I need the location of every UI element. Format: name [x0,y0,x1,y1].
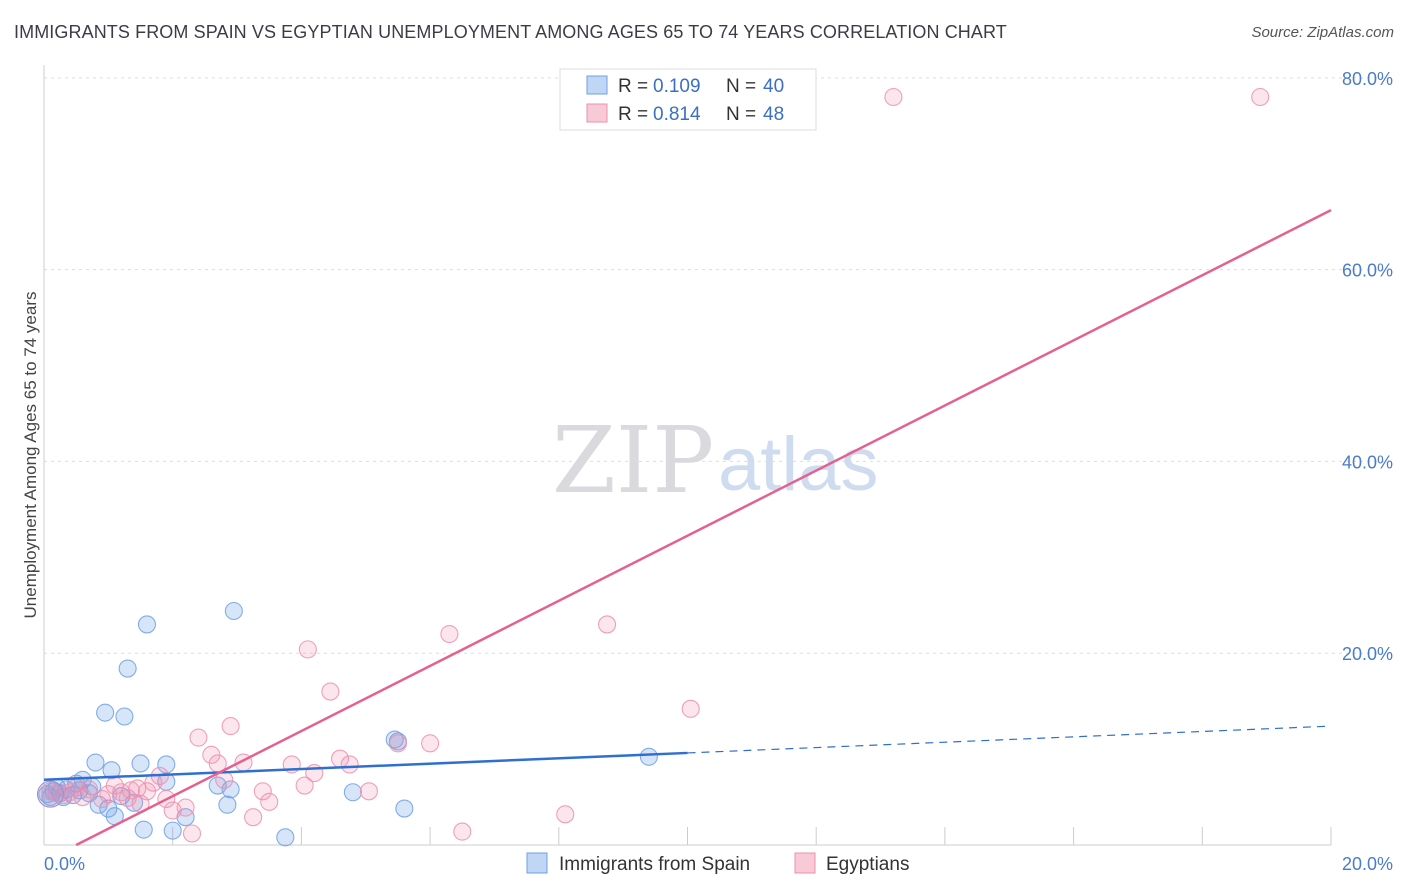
watermark: ZIP atlas [552,407,879,514]
egyptians-point-24 [253,782,272,801]
egyptians-point-3 [79,780,99,799]
grid-lines [44,77,1395,654]
egyptians-point-23 [244,808,263,827]
legend-r-value-spain: 0.109 [653,76,701,97]
egyptians-point-43 [47,784,66,803]
egyptians-point-39 [598,615,617,634]
y-tick-label-20: 20.0% [1342,644,1393,664]
spain-trend-line-extension [687,725,1332,754]
chart-title: IMMIGRANTS FROM SPAIN VS EGYPTIAN UNEMPL… [14,22,1007,42]
y-axis-label: Unemployment Among Ages 65 to 74 years [21,292,40,619]
spain-trend-line [43,751,688,782]
legend-r-label-spain: R = [618,76,648,97]
egyptians-point-45 [99,785,118,804]
spain-point-29 [276,828,295,847]
legend: R = 0.109 N = 40 R = 0.814 N = 48 [559,68,817,131]
bottom-legend-swatch-egyptians [794,852,816,874]
bottom-legend-swatch-spain [526,852,548,874]
egyptians-point-16 [182,824,202,843]
legend-swatch-egyptians [586,103,608,123]
y-tick-label-80: 80.0% [1342,69,1393,89]
legend-r-value-egyptians: 0.814 [653,104,701,125]
spain-point-18 [131,754,150,773]
watermark-zip: ZIP [552,407,714,514]
legend-swatch-spain [586,75,608,95]
egyptians-point-33 [359,782,379,801]
spain-point-34 [639,747,658,766]
legend-n-value-egyptians: 48 [763,104,784,125]
spain-point-26 [218,795,237,814]
egyptians-point-30 [321,682,340,701]
egyptians-point-17 [189,728,208,747]
egyptians-point-32 [340,755,359,774]
egyptians-point-35 [421,734,440,753]
spain-point-22 [157,755,176,774]
legend-n-value-spain: 40 [763,76,784,97]
spain-point-19 [134,820,153,839]
egyptians-point-34 [388,734,407,753]
cluster-point [36,780,64,808]
x-tick-label-min: 0.0% [44,854,85,874]
egyptians-trend-line [75,209,1332,847]
egyptians-point-15 [176,798,195,817]
spain-point-30 [343,783,362,802]
spain-point-13 [102,761,121,780]
egyptians-point-21 [221,717,240,736]
egyptians-point-28 [298,640,317,659]
axes [43,65,1332,846]
tick-labels: 20.0% 40.0% 60.0% 80.0% 0.0% 20.0% [44,69,1393,874]
x-tick-label-max: 20.0% [1342,854,1393,874]
egyptians-point-27 [295,776,314,795]
egyptians-point-37 [453,822,472,841]
spain-point-11 [96,703,115,722]
spain-point-20 [137,615,157,634]
legend-n-label-spain: N = [726,76,756,97]
bottom-legend-label-spain: Immigrants from Spain [559,854,750,875]
egyptians-point-42 [1251,87,1270,107]
data-points [36,87,1270,847]
spain-point-16 [118,659,137,678]
egyptians-point-46 [121,781,140,800]
spain-point-23 [163,821,182,840]
source-label: Source: ZipAtlas.com [1251,24,1394,41]
spain-point-9 [86,753,105,772]
egyptians-point-25 [260,792,279,811]
legend-n-label-egyptians: N = [726,104,756,125]
egyptians-point-36 [440,624,459,644]
bottom-legend: Immigrants from Spain Egyptians [526,852,909,875]
watermark-atlas: atlas [718,422,879,507]
y-tick-label-40: 40.0% [1342,452,1393,472]
spain-point-28 [224,601,243,621]
spain-point-12 [99,799,118,818]
egyptians-point-47 [60,783,79,802]
spain-point-33 [395,799,414,818]
spain-point-15 [115,707,134,726]
spain-point-27 [221,780,240,799]
trend-lines [43,209,1332,847]
egyptians-point-41 [884,87,903,107]
y-tick-label-60: 60.0% [1342,261,1393,281]
egyptians-point-38 [556,805,575,824]
legend-r-label-egyptians: R = [618,104,648,125]
egyptians-point-40 [681,699,700,718]
bottom-legend-label-egyptians: Egyptians [826,854,909,875]
